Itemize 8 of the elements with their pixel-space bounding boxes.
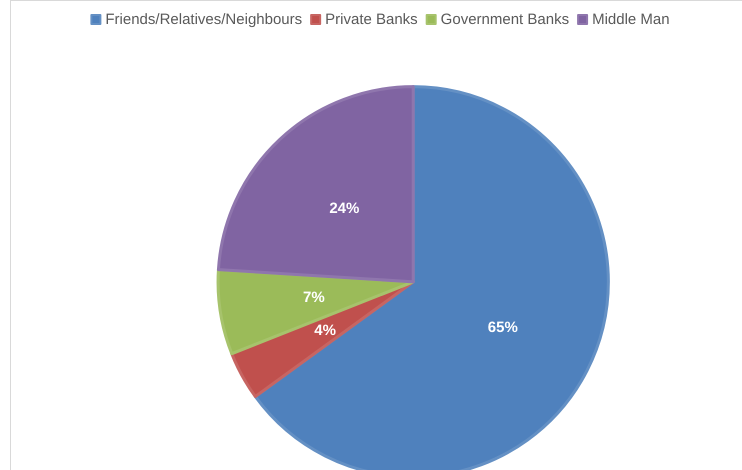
- data-label: 65%: [488, 319, 518, 336]
- data-label: 24%: [329, 200, 360, 218]
- legend-label: Private Banks: [325, 11, 418, 28]
- legend-label: Friends/Relatives/Neighbours: [105, 11, 302, 28]
- legend-label: Middle Man: [592, 11, 670, 28]
- legend-label: Government Banks: [440, 11, 570, 28]
- data-label: 7%: [303, 289, 325, 306]
- data-label: 4%: [314, 322, 336, 339]
